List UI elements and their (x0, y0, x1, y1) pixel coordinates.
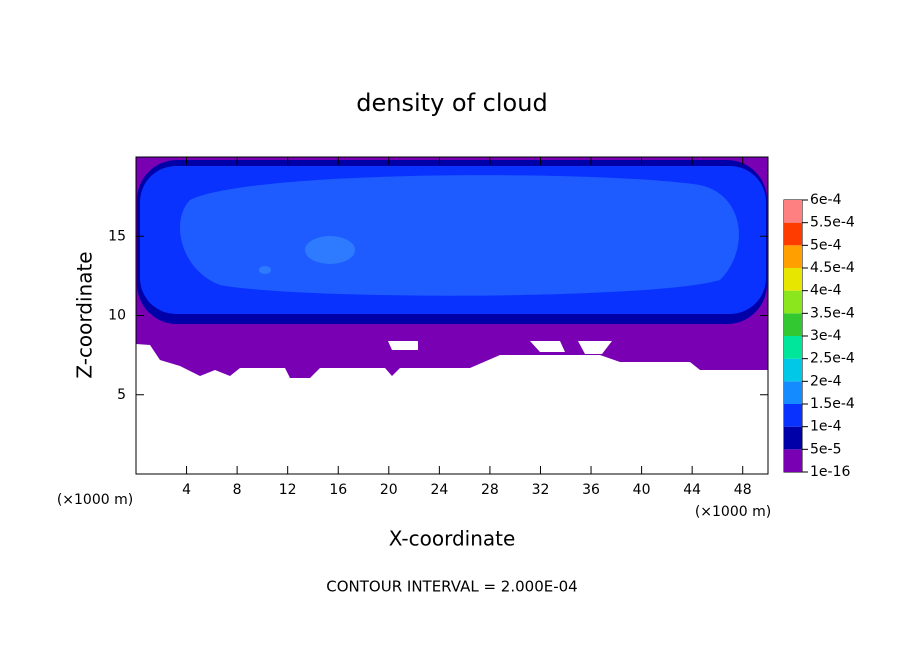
x-axis-label: X-coordinate (389, 527, 516, 551)
colorbar-swatch (784, 449, 802, 472)
colorbar-label: 3.5e-4 (810, 305, 855, 321)
colorbar-swatch (784, 404, 802, 427)
contour-fill (259, 266, 271, 274)
colorbar-swatch (784, 358, 802, 382)
contour-hole (178, 313, 612, 354)
x-tick-label: 16 (329, 482, 347, 498)
colorbar-swatch (784, 268, 802, 291)
colorbar-label: 6e-4 (810, 192, 842, 208)
colorbar-label: 1e-16 (810, 464, 850, 480)
colorbar-swatch (784, 336, 802, 359)
chart-title: density of cloud (356, 89, 547, 117)
annotation: CONTOUR INTERVAL = 2.000E-04 (326, 578, 577, 596)
colorbar-label: 5e-5 (810, 441, 841, 457)
colorbar-label: 4.5e-4 (810, 260, 855, 276)
x-tick-label: 48 (734, 482, 752, 498)
colorbar-label: 1e-4 (810, 419, 842, 435)
contour-field (136, 157, 768, 378)
colorbar-label: 1.5e-4 (810, 396, 855, 412)
x-tick-label: 44 (683, 482, 701, 498)
x-tick-label: 32 (532, 482, 550, 498)
y-tick-label: 10 (108, 308, 126, 324)
x-tick-label: 40 (633, 482, 651, 498)
x-tick-label: 8 (233, 482, 242, 498)
x-unit-label: (×1000 m) (695, 504, 771, 520)
contour-fill (180, 175, 739, 296)
colorbar-swatch (784, 313, 802, 336)
x-tick-label: 12 (279, 482, 297, 498)
colorbar-label: 2e-4 (810, 373, 842, 389)
x-tick-label: 24 (430, 482, 448, 498)
y-axis-label: Z-coordinate (73, 251, 97, 378)
colorbar-swatch (784, 290, 802, 314)
contour-fill (305, 236, 355, 264)
x-tick-label: 4 (182, 482, 191, 498)
x-tick-label: 20 (380, 482, 398, 498)
x-unit-label: (×1000 m) (57, 492, 133, 508)
colorbar-label: 5.5e-4 (810, 215, 855, 231)
colorbar-label: 4e-4 (810, 283, 842, 299)
y-tick-label: 15 (108, 228, 126, 244)
colorbar-label: 3e-4 (810, 328, 842, 344)
colorbar-swatch (784, 381, 802, 404)
colorbar-label: 2.5e-4 (810, 351, 855, 367)
colorbar-label: 5e-4 (810, 237, 842, 253)
colorbar-swatch (784, 200, 802, 223)
colorbar-swatch (784, 426, 802, 450)
y-tick-label: 5 (117, 387, 126, 403)
x-tick-label: 28 (481, 482, 499, 498)
colorbar-swatch (784, 245, 802, 268)
x-tick-label: 36 (582, 482, 600, 498)
colorbar-swatch (784, 222, 802, 246)
